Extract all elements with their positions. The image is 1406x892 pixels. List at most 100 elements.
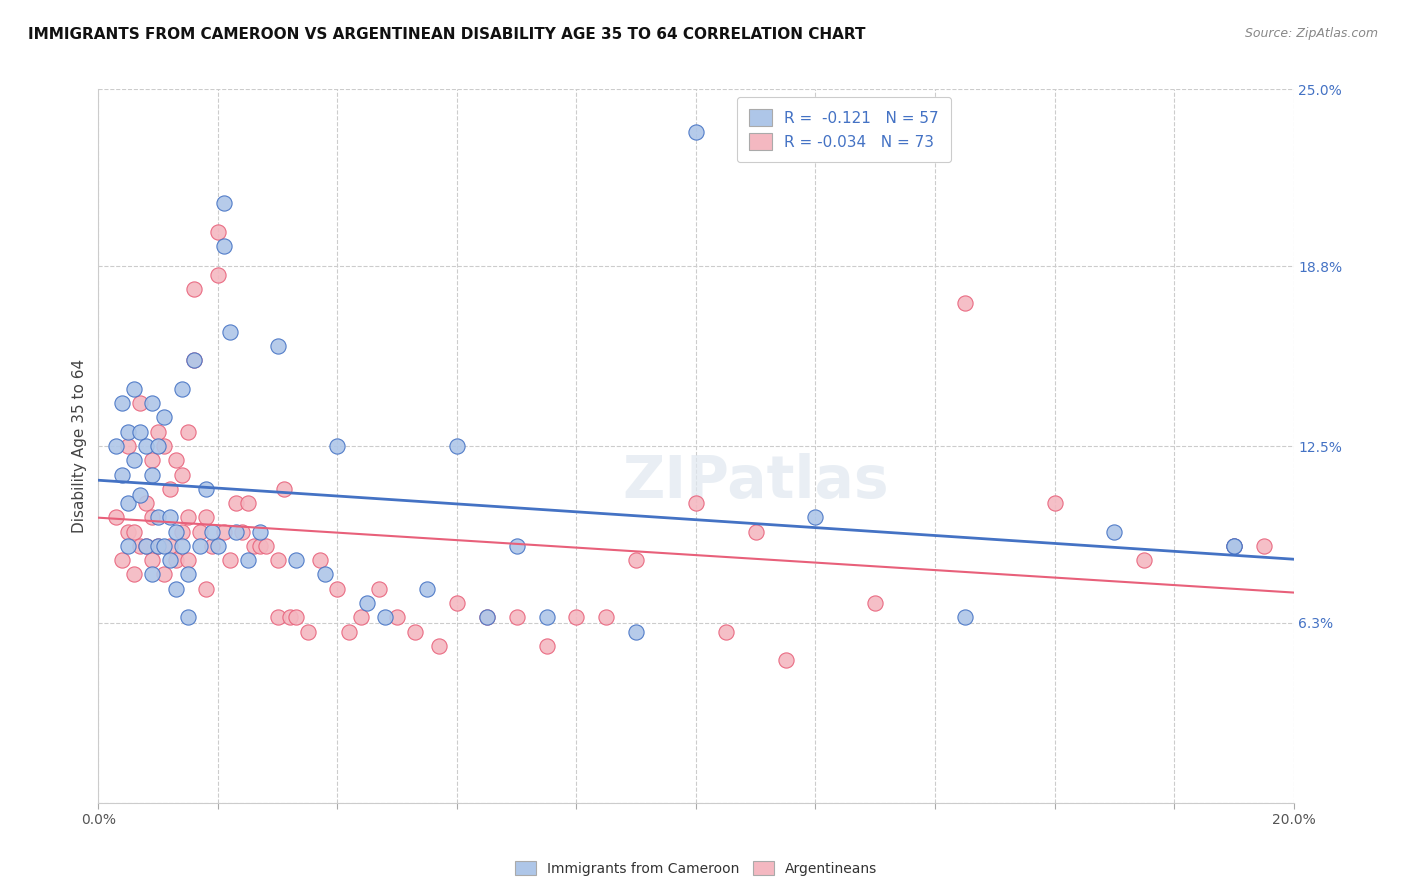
Point — [506, 610, 529, 624]
Point — [626, 624, 648, 639]
Point — [135, 439, 157, 453]
Point — [865, 596, 887, 610]
Point — [267, 339, 290, 353]
Point — [153, 439, 176, 453]
Point — [165, 553, 187, 567]
Point — [326, 582, 349, 596]
Point — [148, 425, 170, 439]
Point — [124, 524, 146, 539]
Point — [427, 639, 450, 653]
Point — [278, 610, 301, 624]
Point — [177, 567, 200, 582]
Point — [159, 553, 181, 567]
Point — [129, 425, 152, 439]
Point — [165, 524, 187, 539]
Point — [297, 624, 319, 639]
Point — [1223, 539, 1246, 553]
Point — [153, 539, 176, 553]
Point — [236, 553, 259, 567]
Point — [339, 624, 360, 639]
Point — [249, 524, 271, 539]
Point — [111, 396, 134, 410]
Text: ZIPatlas: ZIPatlas — [623, 453, 889, 510]
Point — [177, 610, 200, 624]
Point — [254, 539, 277, 553]
Y-axis label: Disability Age 35 to 64: Disability Age 35 to 64 — [72, 359, 87, 533]
Point — [243, 539, 266, 553]
Point — [284, 610, 307, 624]
Point — [135, 496, 157, 510]
Point — [172, 467, 194, 482]
Point — [1104, 524, 1126, 539]
Point — [117, 425, 139, 439]
Point — [368, 582, 391, 596]
Point — [195, 582, 218, 596]
Point — [685, 125, 707, 139]
Point — [111, 553, 134, 567]
Point — [201, 524, 224, 539]
Point — [148, 439, 170, 453]
Point — [129, 396, 152, 410]
Point — [148, 539, 170, 553]
Point — [315, 567, 337, 582]
Text: IMMIGRANTS FROM CAMEROON VS ARGENTINEAN DISABILITY AGE 35 TO 64 CORRELATION CHAR: IMMIGRANTS FROM CAMEROON VS ARGENTINEAN … — [28, 27, 866, 42]
Point — [308, 553, 330, 567]
Point — [212, 524, 235, 539]
Point — [236, 496, 259, 510]
Point — [595, 610, 617, 624]
Point — [953, 296, 976, 310]
Point — [159, 510, 181, 524]
Point — [183, 353, 205, 368]
Point — [626, 553, 648, 567]
Point — [475, 610, 498, 624]
Point — [385, 610, 409, 624]
Point — [267, 610, 290, 624]
Point — [129, 487, 152, 501]
Point — [714, 624, 737, 639]
Point — [775, 653, 797, 667]
Point — [117, 496, 139, 510]
Point — [105, 510, 128, 524]
Point — [273, 482, 295, 496]
Point — [326, 439, 349, 453]
Point — [117, 439, 139, 453]
Point — [141, 453, 163, 467]
Point — [129, 539, 152, 553]
Point — [536, 639, 558, 653]
Point — [267, 553, 290, 567]
Point — [141, 553, 163, 567]
Text: Source: ZipAtlas.com: Source: ZipAtlas.com — [1244, 27, 1378, 40]
Point — [207, 268, 229, 282]
Point — [225, 496, 247, 510]
Point — [446, 439, 468, 453]
Point — [177, 553, 200, 567]
Point — [350, 610, 373, 624]
Point — [177, 425, 200, 439]
Point — [124, 382, 146, 396]
Point — [111, 467, 134, 482]
Point — [159, 482, 181, 496]
Point — [105, 439, 128, 453]
Point — [141, 467, 163, 482]
Point — [135, 539, 157, 553]
Point — [207, 539, 229, 553]
Point — [1133, 553, 1156, 567]
Point — [124, 453, 146, 467]
Point — [165, 582, 187, 596]
Point — [165, 453, 187, 467]
Point — [195, 482, 218, 496]
Point — [172, 524, 194, 539]
Point — [374, 610, 396, 624]
Point — [356, 596, 378, 610]
Point — [201, 539, 224, 553]
Point — [212, 239, 235, 253]
Point — [183, 282, 205, 296]
Point — [148, 510, 170, 524]
Point — [953, 610, 976, 624]
Point — [446, 596, 468, 610]
Point — [231, 524, 253, 539]
Point — [172, 382, 194, 396]
Point — [565, 610, 588, 624]
Point — [212, 196, 235, 211]
Point — [225, 524, 247, 539]
